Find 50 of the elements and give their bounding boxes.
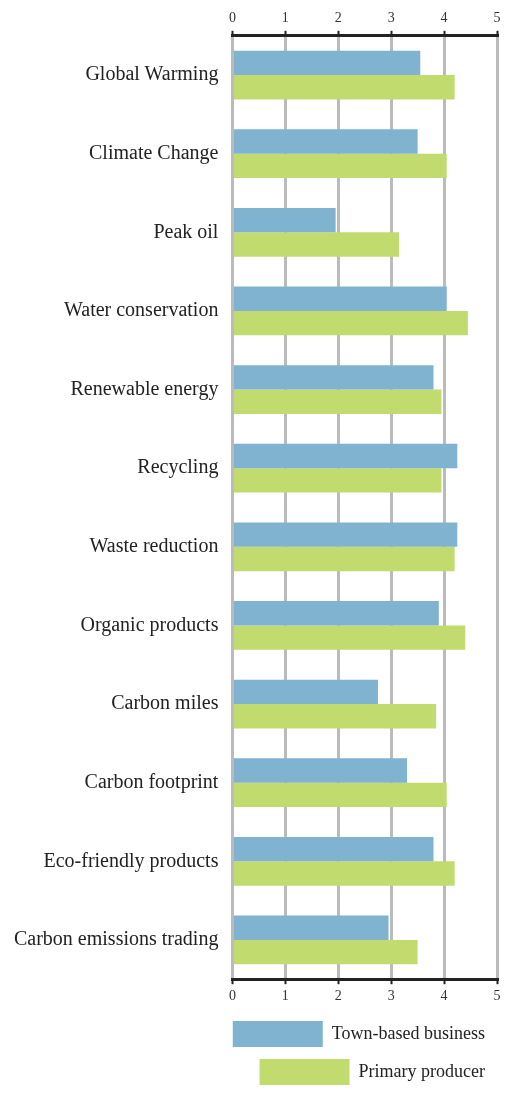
bar	[233, 625, 466, 650]
x-tick-label: 3	[387, 10, 395, 26]
y-tick-label: Renewable energy	[70, 376, 219, 400]
bar	[233, 546, 455, 572]
bar	[233, 939, 418, 965]
legend-label: Primary producer	[358, 1060, 486, 1081]
y-tick-label: Carbon footprint	[84, 769, 219, 793]
bar	[233, 679, 378, 705]
x-tick-label: 4	[440, 10, 448, 26]
bar	[233, 782, 447, 808]
bar	[233, 468, 442, 493]
y-tick-label: Carbon miles	[111, 691, 219, 714]
x2-tick-label: 3	[387, 988, 395, 1004]
y-tick-label: Recycling	[137, 455, 219, 479]
y-tick-label: Organic products	[80, 612, 219, 636]
x2-tick-label: 1	[281, 988, 289, 1004]
bar	[233, 232, 400, 257]
x-tick-label: 0	[228, 10, 236, 26]
y-tick-label: Climate Change	[89, 140, 219, 164]
bar	[233, 915, 389, 940]
y-tick-label: Waste reduction	[89, 534, 219, 557]
bar	[233, 758, 408, 783]
x2-tick-label: 5	[493, 988, 501, 1004]
bar	[233, 153, 447, 179]
x-tick-label: 2	[334, 10, 342, 26]
x2-tick-label: 4	[440, 988, 448, 1004]
y-tick-label: Global Warming	[85, 62, 219, 86]
bar	[233, 389, 442, 414]
bar	[233, 129, 418, 154]
bar	[233, 310, 468, 336]
y-tick-label: Eco-friendly products	[43, 848, 219, 872]
bar	[233, 286, 447, 311]
x-tick-label: 1	[281, 10, 289, 26]
bar	[233, 522, 458, 547]
y-tick-label: Carbon emissions trading	[13, 927, 219, 951]
bar	[233, 75, 455, 100]
x2-tick-label: 2	[334, 988, 342, 1004]
y-tick-label: Peak oil	[153, 219, 219, 242]
bar	[233, 207, 336, 233]
bar	[233, 50, 421, 76]
bar	[233, 601, 439, 626]
bar	[233, 836, 434, 862]
y-tick-label: Water conservation	[63, 298, 219, 321]
bar	[233, 365, 434, 390]
bar	[233, 704, 437, 729]
bar	[233, 443, 458, 469]
x2-tick-label: 0	[228, 988, 236, 1004]
x-tick-label: 5	[493, 10, 501, 26]
legend-label: Town-based business	[331, 1022, 486, 1043]
bar	[233, 861, 455, 886]
